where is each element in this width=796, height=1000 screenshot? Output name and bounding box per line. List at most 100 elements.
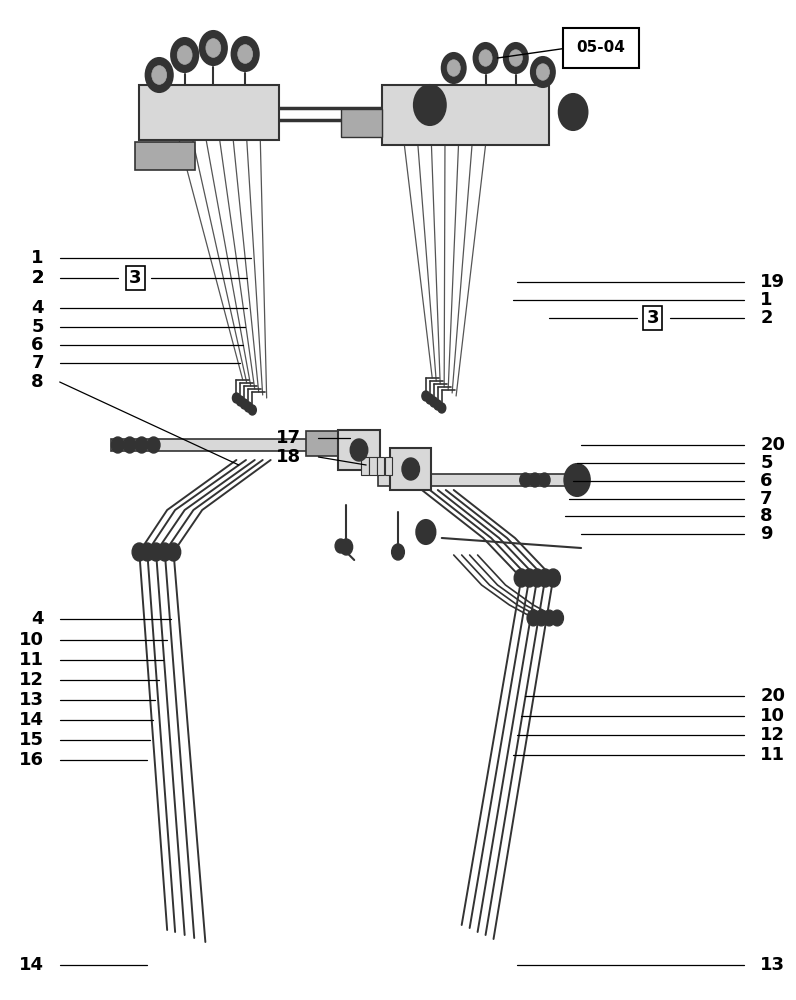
Bar xyxy=(385,457,392,475)
Circle shape xyxy=(551,610,564,626)
Text: 5: 5 xyxy=(31,318,44,336)
Text: 7: 7 xyxy=(760,490,773,508)
Text: 11: 11 xyxy=(760,746,785,764)
Circle shape xyxy=(158,543,172,561)
Text: 10: 10 xyxy=(19,631,44,649)
Circle shape xyxy=(248,405,256,415)
Circle shape xyxy=(238,45,252,63)
Circle shape xyxy=(538,569,552,587)
Bar xyxy=(361,457,369,475)
Circle shape xyxy=(111,437,124,453)
Circle shape xyxy=(200,31,227,65)
Text: 12: 12 xyxy=(760,726,785,744)
Circle shape xyxy=(447,60,460,76)
Circle shape xyxy=(152,66,166,84)
Text: 12: 12 xyxy=(19,671,44,689)
Circle shape xyxy=(149,543,163,561)
Circle shape xyxy=(442,53,466,83)
Circle shape xyxy=(426,394,434,404)
Circle shape xyxy=(530,569,544,587)
Circle shape xyxy=(244,402,252,412)
Text: 20: 20 xyxy=(760,687,785,705)
Circle shape xyxy=(236,396,244,406)
Text: 3: 3 xyxy=(646,309,659,327)
Text: 6: 6 xyxy=(760,472,773,490)
Text: 6: 6 xyxy=(31,336,44,354)
Bar xyxy=(378,474,573,486)
Text: 10: 10 xyxy=(760,707,785,725)
Circle shape xyxy=(537,64,549,80)
Bar xyxy=(111,439,310,451)
Circle shape xyxy=(564,464,590,496)
Text: 14: 14 xyxy=(19,956,44,974)
Text: 13: 13 xyxy=(760,956,785,974)
Text: 16: 16 xyxy=(19,751,44,769)
Text: 18: 18 xyxy=(275,448,301,466)
Circle shape xyxy=(135,437,148,453)
Text: 1: 1 xyxy=(760,291,773,309)
Text: 20: 20 xyxy=(760,436,785,454)
Bar xyxy=(135,142,195,170)
Text: 2: 2 xyxy=(760,309,773,327)
Bar xyxy=(390,448,431,490)
Circle shape xyxy=(416,520,435,544)
Text: 3: 3 xyxy=(129,269,142,287)
Text: 2: 2 xyxy=(31,269,44,287)
Circle shape xyxy=(335,539,346,553)
Text: 8: 8 xyxy=(31,373,44,391)
Circle shape xyxy=(232,37,259,71)
Circle shape xyxy=(474,43,498,73)
Circle shape xyxy=(479,50,492,66)
Circle shape xyxy=(514,569,529,587)
Bar xyxy=(382,85,549,145)
Circle shape xyxy=(438,403,446,413)
Text: 8: 8 xyxy=(760,507,773,525)
Circle shape xyxy=(546,569,560,587)
Circle shape xyxy=(350,439,368,461)
Bar xyxy=(338,430,380,470)
Circle shape xyxy=(206,39,220,57)
Text: 13: 13 xyxy=(19,691,44,709)
Circle shape xyxy=(402,458,419,480)
Circle shape xyxy=(232,393,240,403)
Bar xyxy=(369,457,377,475)
Circle shape xyxy=(414,85,446,125)
Circle shape xyxy=(522,569,537,587)
Circle shape xyxy=(140,543,154,561)
Bar xyxy=(341,109,382,137)
Text: 1: 1 xyxy=(31,249,44,267)
Circle shape xyxy=(166,543,181,561)
Text: 11: 11 xyxy=(19,651,44,669)
Bar xyxy=(377,457,384,475)
Circle shape xyxy=(504,43,528,73)
Circle shape xyxy=(531,57,555,87)
Text: 15: 15 xyxy=(19,731,44,749)
Text: 14: 14 xyxy=(19,711,44,729)
Circle shape xyxy=(520,473,531,487)
Text: 4: 4 xyxy=(31,610,44,628)
Text: 5: 5 xyxy=(760,454,773,472)
Text: 2: 2 xyxy=(31,269,44,287)
Bar xyxy=(306,431,346,456)
Circle shape xyxy=(340,539,353,555)
Circle shape xyxy=(147,437,160,453)
Circle shape xyxy=(171,38,198,72)
Circle shape xyxy=(539,473,550,487)
Text: 19: 19 xyxy=(760,273,785,291)
Circle shape xyxy=(509,50,522,66)
Circle shape xyxy=(559,94,587,130)
Circle shape xyxy=(434,400,442,410)
Text: 4: 4 xyxy=(31,299,44,317)
Circle shape xyxy=(240,399,248,409)
Circle shape xyxy=(123,437,136,453)
Circle shape xyxy=(527,610,540,626)
Circle shape xyxy=(422,391,430,401)
Circle shape xyxy=(535,610,548,626)
Text: 7: 7 xyxy=(31,354,44,372)
Circle shape xyxy=(392,544,404,560)
Circle shape xyxy=(430,397,438,407)
Circle shape xyxy=(132,543,146,561)
Circle shape xyxy=(529,473,540,487)
Text: 17: 17 xyxy=(276,429,301,447)
Text: 05-04: 05-04 xyxy=(576,40,626,55)
